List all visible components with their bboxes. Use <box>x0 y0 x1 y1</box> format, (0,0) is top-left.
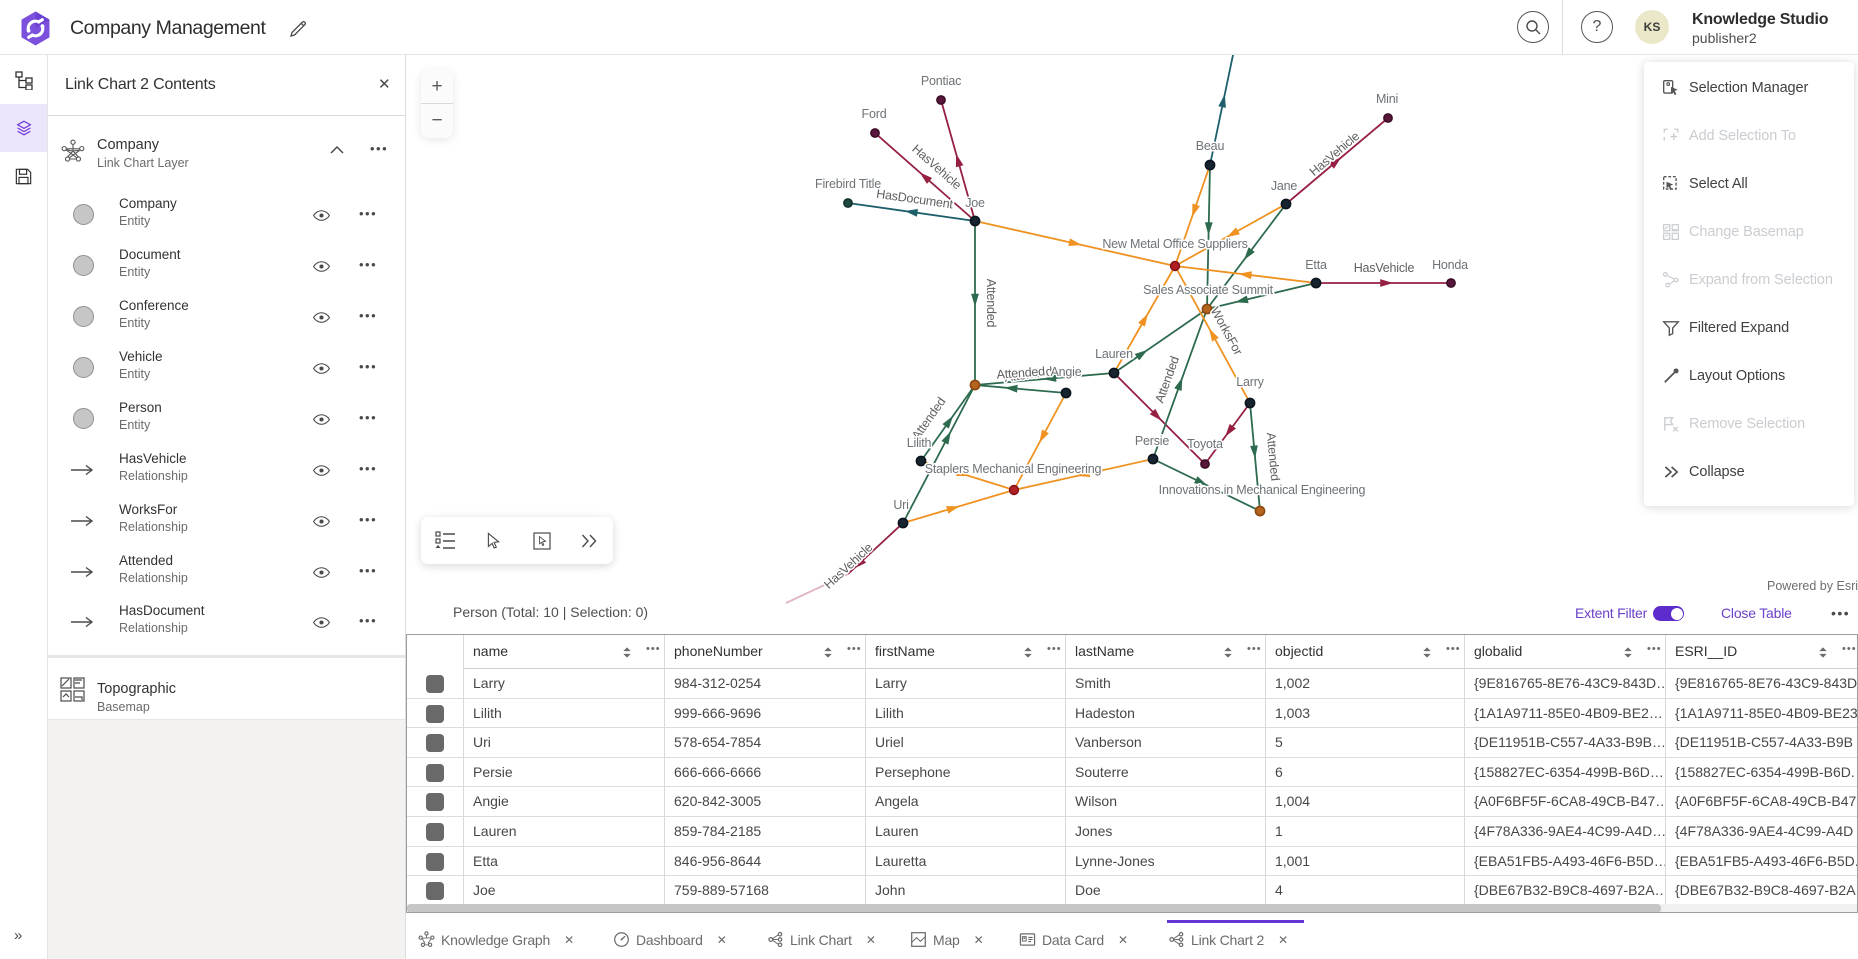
svg-text:Joe: Joe <box>965 196 985 210</box>
svg-text:WorksFor: WorksFor <box>1208 305 1245 358</box>
svg-text:Beau: Beau <box>1196 139 1225 153</box>
svg-text:Sales Associate Summit: Sales Associate Summit <box>1143 283 1273 297</box>
svg-text:Lauren: Lauren <box>1095 347 1133 361</box>
svg-text:Ford: Ford <box>862 107 887 121</box>
svg-text:Jane: Jane <box>1271 179 1298 193</box>
svg-text:Honda: Honda <box>1432 258 1468 272</box>
svg-text:New Metal Office Suppliers: New Metal Office Suppliers <box>1102 237 1247 251</box>
svg-text:Innovations in Mechanical Engi: Innovations in Mechanical Engineering <box>1159 483 1366 497</box>
svg-text:Attended: Attended <box>996 364 1046 381</box>
svg-text:Larry: Larry <box>1236 375 1264 389</box>
svg-text:HasVehicle: HasVehicle <box>1307 129 1363 179</box>
svg-text:Lilith: Lilith <box>907 436 932 450</box>
svg-text:Uri: Uri <box>893 498 908 512</box>
svg-text:Attended: Attended <box>984 279 998 328</box>
svg-text:Etta: Etta <box>1305 258 1327 272</box>
svg-text:HasVehicle: HasVehicle <box>821 540 875 592</box>
svg-text:Firebird Title: Firebird Title <box>815 177 881 191</box>
svg-text:Staplers Mechanical Engineerin: Staplers Mechanical Engineering <box>925 462 1102 476</box>
svg-text:Attended: Attended <box>1152 354 1182 405</box>
svg-text:Pontiac: Pontiac <box>921 74 961 88</box>
svg-text:HasVehicle: HasVehicle <box>1354 261 1415 275</box>
svg-text:Persie: Persie <box>1135 434 1169 448</box>
svg-text:Mini: Mini <box>1376 92 1398 106</box>
svg-text:Toyota: Toyota <box>1187 437 1223 451</box>
svg-text:Attended: Attended <box>1264 432 1282 482</box>
svg-text:Angie: Angie <box>1051 365 1082 379</box>
